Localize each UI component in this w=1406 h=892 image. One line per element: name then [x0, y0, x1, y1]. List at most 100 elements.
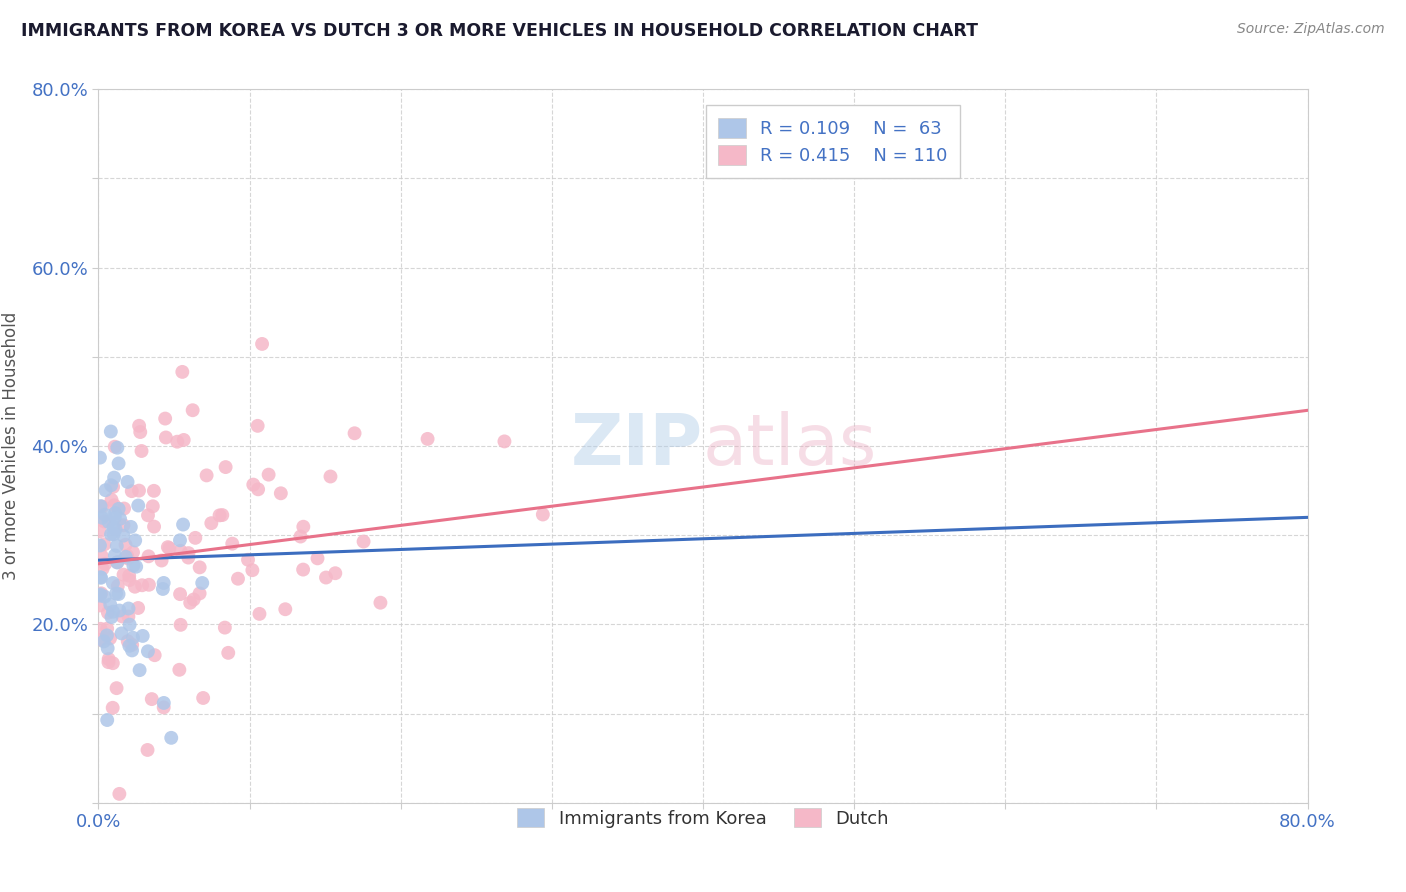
- Point: [117, 551, 139, 566]
- Point: [93, 634, 115, 648]
- Point: [91, 562, 114, 576]
- Point: [128, 663, 150, 677]
- Point: [89, 539, 111, 553]
- Point: [93, 590, 115, 604]
- Point: [236, 553, 259, 567]
- Point: [97, 655, 120, 669]
- Point: [89, 450, 111, 465]
- Point: [214, 460, 236, 475]
- Point: [214, 621, 236, 635]
- Point: [104, 522, 127, 536]
- Point: [153, 696, 176, 710]
- Point: [104, 440, 127, 454]
- Point: [131, 444, 153, 458]
- Point: [191, 690, 214, 705]
- Text: IMMIGRANTS FROM KOREA VS DUTCH 3 OR MORE VEHICLES IN HOUSEHOLD CORRELATION CHART: IMMIGRANTS FROM KOREA VS DUTCH 3 OR MORE…: [21, 22, 979, 40]
- Point: [173, 433, 195, 447]
- Point: [122, 558, 145, 573]
- Point: [292, 520, 315, 534]
- Point: [100, 610, 122, 624]
- Point: [96, 713, 118, 727]
- Point: [121, 643, 143, 657]
- Point: [94, 483, 117, 498]
- Text: atlas: atlas: [703, 411, 877, 481]
- Point: [91, 500, 114, 514]
- Point: [89, 589, 111, 603]
- Point: [169, 543, 191, 558]
- Point: [188, 586, 211, 600]
- Point: [128, 483, 150, 498]
- Point: [104, 510, 127, 524]
- Point: [94, 557, 117, 571]
- Point: [416, 432, 439, 446]
- Point: [108, 603, 131, 617]
- Point: [94, 508, 117, 522]
- Point: [188, 560, 211, 574]
- Point: [257, 467, 280, 482]
- Point: [226, 572, 249, 586]
- Point: [127, 601, 149, 615]
- Point: [96, 628, 118, 642]
- Point: [108, 787, 131, 801]
- Point: [179, 596, 201, 610]
- Point: [103, 499, 125, 513]
- Y-axis label: 3 or more Vehicles in Household: 3 or more Vehicles in Household: [1, 312, 20, 580]
- Point: [107, 501, 129, 516]
- Point: [270, 486, 292, 500]
- Point: [104, 549, 127, 563]
- Point: [101, 605, 124, 619]
- Point: [120, 520, 142, 534]
- Point: [136, 508, 159, 523]
- Point: [93, 537, 115, 551]
- Text: Source: ZipAtlas.com: Source: ZipAtlas.com: [1237, 22, 1385, 37]
- Point: [169, 533, 191, 548]
- Point: [169, 617, 191, 632]
- Point: [105, 539, 128, 553]
- Point: [118, 568, 141, 582]
- Point: [343, 426, 366, 441]
- Point: [211, 508, 233, 522]
- Point: [136, 743, 159, 757]
- Point: [152, 576, 174, 591]
- Point: [112, 567, 135, 582]
- Point: [117, 634, 139, 648]
- Point: [112, 528, 135, 542]
- Point: [177, 550, 200, 565]
- Point: [152, 582, 174, 596]
- Point: [250, 337, 273, 351]
- Point: [105, 681, 128, 695]
- Point: [105, 556, 128, 570]
- Point: [118, 639, 141, 653]
- Point: [153, 411, 176, 425]
- Point: [242, 563, 264, 577]
- Point: [125, 559, 148, 574]
- Point: [112, 518, 135, 533]
- Point: [184, 531, 207, 545]
- Point: [105, 441, 128, 455]
- Point: [107, 587, 129, 601]
- Point: [221, 536, 243, 550]
- Point: [143, 519, 166, 533]
- Point: [111, 609, 134, 624]
- Point: [121, 638, 143, 652]
- Point: [370, 596, 392, 610]
- Point: [323, 566, 346, 581]
- Point: [101, 480, 124, 494]
- Point: [90, 571, 112, 585]
- Point: [118, 617, 141, 632]
- Point: [100, 527, 122, 541]
- Legend: Immigrants from Korea, Dutch: Immigrants from Korea, Dutch: [505, 795, 901, 840]
- Point: [142, 500, 165, 514]
- Point: [127, 499, 149, 513]
- Point: [90, 499, 112, 513]
- Point: [531, 508, 554, 522]
- Text: ZIP: ZIP: [571, 411, 703, 481]
- Point: [112, 501, 135, 516]
- Point: [117, 475, 139, 489]
- Point: [122, 631, 145, 645]
- Point: [177, 546, 200, 560]
- Point: [128, 418, 150, 433]
- Point: [494, 434, 516, 449]
- Point: [97, 641, 120, 656]
- Point: [103, 470, 125, 484]
